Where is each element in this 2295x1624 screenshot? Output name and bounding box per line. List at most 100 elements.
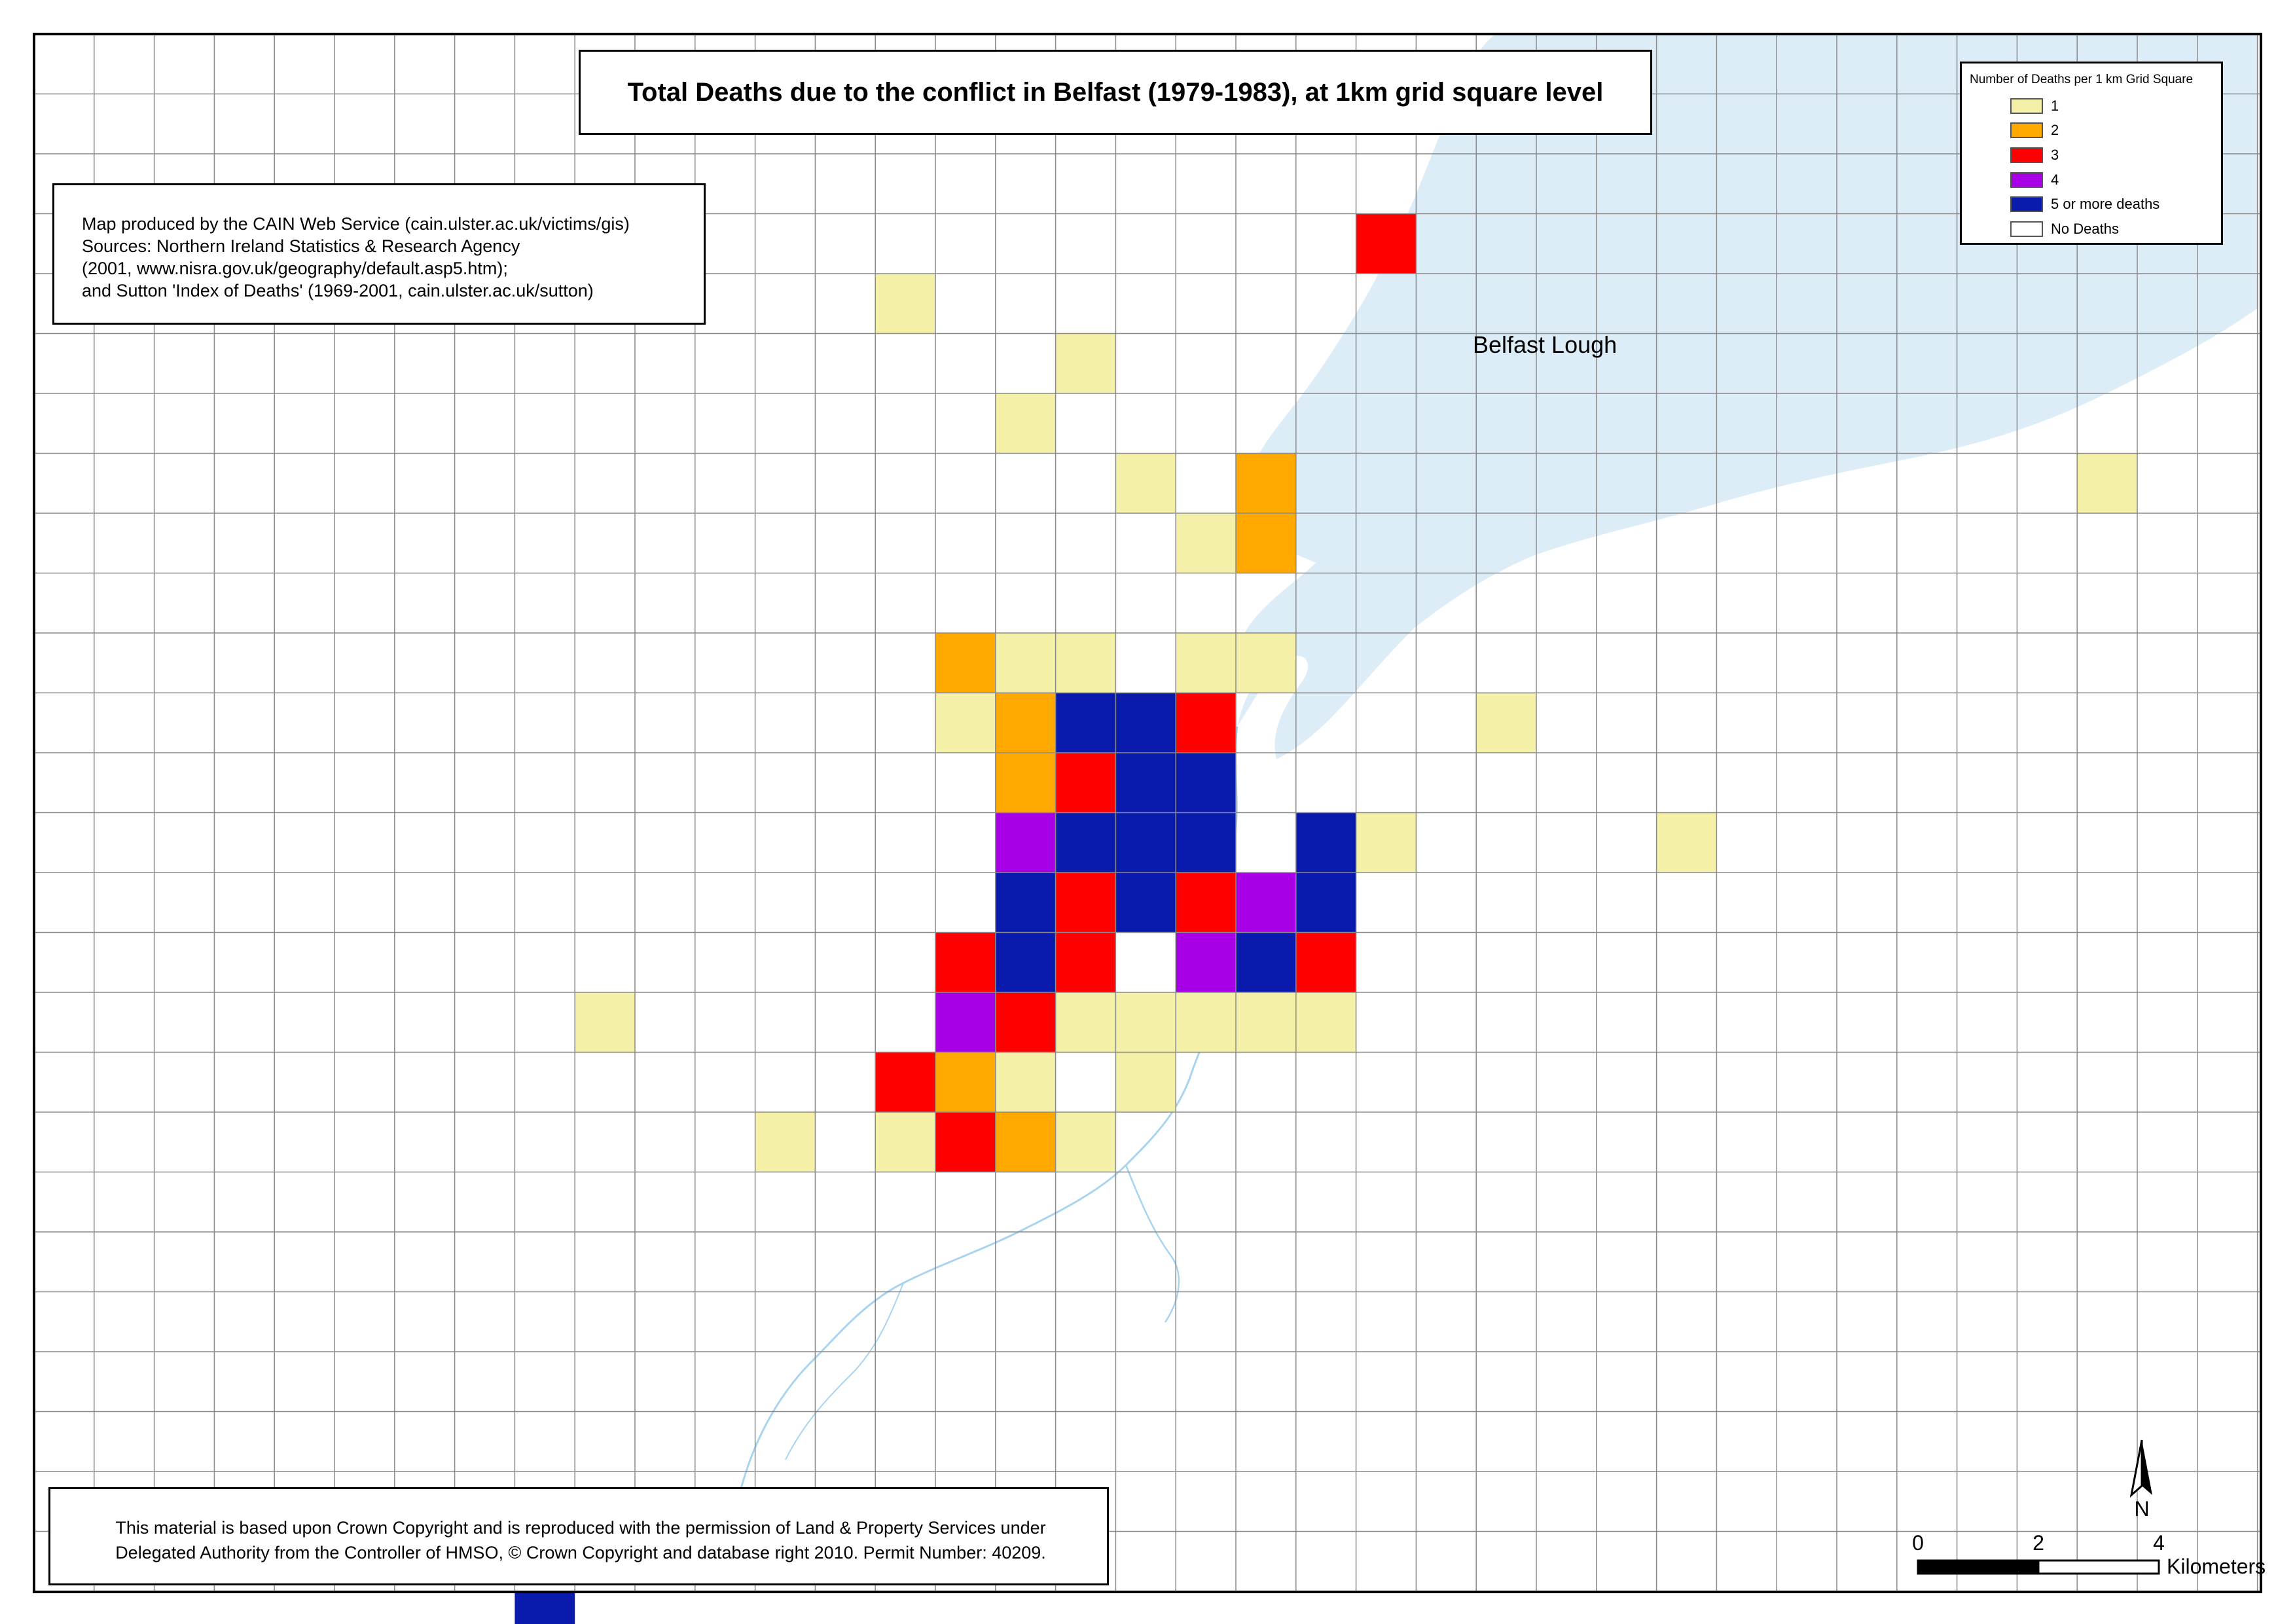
grid-cell-deaths-3 bbox=[1295, 932, 1356, 992]
grid-cell-deaths-3 bbox=[935, 932, 996, 992]
credits-line-1: Map produced by the CAIN Web Service (ca… bbox=[82, 214, 630, 234]
grid-cell-deaths-1 bbox=[1176, 633, 1236, 693]
grid-cell-deaths-2 bbox=[935, 1052, 996, 1112]
grid-cell-deaths-5 bbox=[995, 932, 1056, 992]
grid-cell-deaths-5 bbox=[1115, 873, 1176, 933]
grid-cell-deaths-1 bbox=[575, 992, 635, 1053]
map-title: Total Deaths due to the conflict in Belf… bbox=[627, 77, 1604, 107]
grid-cell-deaths-3 bbox=[1356, 213, 1417, 274]
legend-swatch-1 bbox=[2010, 98, 2043, 114]
legend-label-5: 5 or more deaths bbox=[2051, 196, 2160, 213]
grid-cell-deaths-5 bbox=[1295, 812, 1356, 873]
grid-cell-deaths-1 bbox=[1295, 992, 1356, 1053]
credits-box: Map produced by the CAIN Web Service (ca… bbox=[52, 183, 706, 325]
map-border bbox=[33, 33, 2262, 1593]
grid-cell-deaths-1 bbox=[1236, 992, 1296, 1053]
grid-cell-deaths-4 bbox=[1236, 873, 1296, 933]
legend-item-6: No Deaths bbox=[2010, 217, 2221, 242]
grid-cell-deaths-5 bbox=[1055, 812, 1116, 873]
grid-cell-deaths-2 bbox=[1236, 513, 1296, 573]
grid-cell-deaths-1 bbox=[995, 1052, 1056, 1112]
legend-item-3: 3 bbox=[2010, 143, 2221, 168]
grid-cell-deaths-1 bbox=[1055, 1112, 1116, 1172]
grid-cell-deaths-3 bbox=[1055, 932, 1116, 992]
grid-cell-deaths-1 bbox=[1176, 992, 1236, 1053]
grid-cell-deaths-1 bbox=[935, 693, 996, 753]
grid-cell-deaths-2 bbox=[995, 753, 1056, 813]
grid-cell-deaths-1 bbox=[995, 393, 1056, 454]
grid-cell-deaths-3 bbox=[1176, 693, 1236, 753]
grid-cell-deaths-3 bbox=[875, 1052, 935, 1112]
grid-cell-deaths-5 bbox=[1115, 693, 1176, 753]
scale-bar-segment-2 bbox=[2037, 1559, 2160, 1575]
legend-swatch-5 bbox=[2010, 196, 2043, 213]
grid-cell-deaths-4 bbox=[935, 992, 996, 1053]
north-arrow-icon: N bbox=[2129, 1439, 2152, 1521]
death-cells-layer bbox=[515, 213, 2137, 1624]
legend-item-2: 2 bbox=[2010, 118, 2221, 143]
grid-cell-deaths-1 bbox=[1055, 992, 1116, 1053]
grid-cell-deaths-5 bbox=[515, 1591, 575, 1624]
credits-line-4: and Sutton 'Index of Deaths' (1969-2001,… bbox=[82, 281, 594, 300]
belfast-lough-label: Belfast Lough bbox=[1473, 331, 1617, 358]
grid-cell-deaths-1 bbox=[1176, 513, 1236, 573]
grid-cell-deaths-1 bbox=[1115, 453, 1176, 513]
legend: Number of Deaths per 1 km Grid Square 1 … bbox=[1960, 62, 2223, 245]
grid-cell-deaths-5 bbox=[995, 873, 1056, 933]
grid-cell-deaths-3 bbox=[1055, 753, 1116, 813]
grid-cell-deaths-5 bbox=[1176, 812, 1236, 873]
scale-unit: Kilometers bbox=[2167, 1555, 2266, 1578]
grid-cell-deaths-1 bbox=[1115, 1052, 1176, 1112]
grid-cell-deaths-1 bbox=[2077, 453, 2137, 513]
grid-cell-deaths-5 bbox=[1115, 753, 1176, 813]
grid-cell-deaths-3 bbox=[1055, 873, 1116, 933]
grid-cell-deaths-1 bbox=[1055, 633, 1116, 693]
grid-cell-deaths-1 bbox=[995, 633, 1056, 693]
legend-swatch-4 bbox=[2010, 171, 2043, 188]
grid-cell-deaths-3 bbox=[995, 992, 1056, 1053]
grid-cell-deaths-3 bbox=[935, 1112, 996, 1172]
grid-cell-deaths-5 bbox=[1236, 932, 1296, 992]
river-tributary bbox=[1125, 1164, 1180, 1323]
grid-cell-deaths-3 bbox=[1176, 873, 1236, 933]
grid-cell-deaths-5 bbox=[1295, 873, 1356, 933]
grid-cell-deaths-1 bbox=[875, 1112, 935, 1172]
copyright-line-2: Delegated Authority from the Controller … bbox=[115, 1543, 1046, 1562]
grid-cell-deaths-5 bbox=[1115, 812, 1176, 873]
scale-tick-2: 2 bbox=[2033, 1531, 2044, 1555]
grid-cell-deaths-5 bbox=[1055, 693, 1116, 753]
credits-line-3: (2001, www.nisra.gov.uk/geography/defaul… bbox=[82, 259, 508, 278]
grid-cell-deaths-2 bbox=[995, 693, 1056, 753]
grid-cell-deaths-4 bbox=[1176, 932, 1236, 992]
grid-cell-deaths-1 bbox=[1476, 693, 1536, 753]
grid-lines bbox=[34, 34, 2261, 1592]
river-tributary-2 bbox=[785, 1282, 904, 1460]
grid-cell-deaths-1 bbox=[755, 1112, 816, 1172]
legend-label-6: No Deaths bbox=[2051, 220, 2119, 237]
map-title-box: Total Deaths due to the conflict in Belf… bbox=[579, 50, 1652, 135]
legend-swatch-6 bbox=[2010, 221, 2043, 237]
scale-bar-segment-1 bbox=[1917, 1559, 2040, 1575]
grid-cell-deaths-5 bbox=[1176, 753, 1236, 813]
scale-bar: 0 2 4 Kilometers bbox=[1912, 1531, 2266, 1578]
grid-cell-deaths-2 bbox=[995, 1112, 1056, 1172]
grid-cell-deaths-2 bbox=[935, 633, 996, 693]
copyright-box: This material is based upon Crown Copyri… bbox=[48, 1487, 1109, 1585]
legend-swatch-3 bbox=[2010, 147, 2043, 163]
legend-label-1: 1 bbox=[2051, 97, 2059, 114]
legend-label-3: 3 bbox=[2051, 146, 2059, 163]
legend-item-4: 4 bbox=[2010, 168, 2221, 192]
legend-title: Number of Deaths per 1 km Grid Square bbox=[1970, 73, 2194, 86]
legend-swatch-2 bbox=[2010, 122, 2043, 139]
legend-label-4: 4 bbox=[2051, 171, 2059, 188]
legend-item-5: 5 or more deaths bbox=[2010, 192, 2221, 217]
scale-tick-4: 4 bbox=[2153, 1531, 2165, 1555]
copyright-line-1: This material is based upon Crown Copyri… bbox=[115, 1518, 1046, 1538]
grid-cell-deaths-1 bbox=[1356, 812, 1417, 873]
legend-label-2: 2 bbox=[2051, 122, 2059, 139]
north-arrow-label: N bbox=[2134, 1497, 2149, 1521]
grid-cell-deaths-4 bbox=[995, 812, 1056, 873]
credits-line-2: Sources: Northern Ireland Statistics & R… bbox=[82, 236, 520, 256]
grid-cell-deaths-1 bbox=[875, 274, 935, 334]
grid-cell-deaths-1 bbox=[1236, 633, 1296, 693]
